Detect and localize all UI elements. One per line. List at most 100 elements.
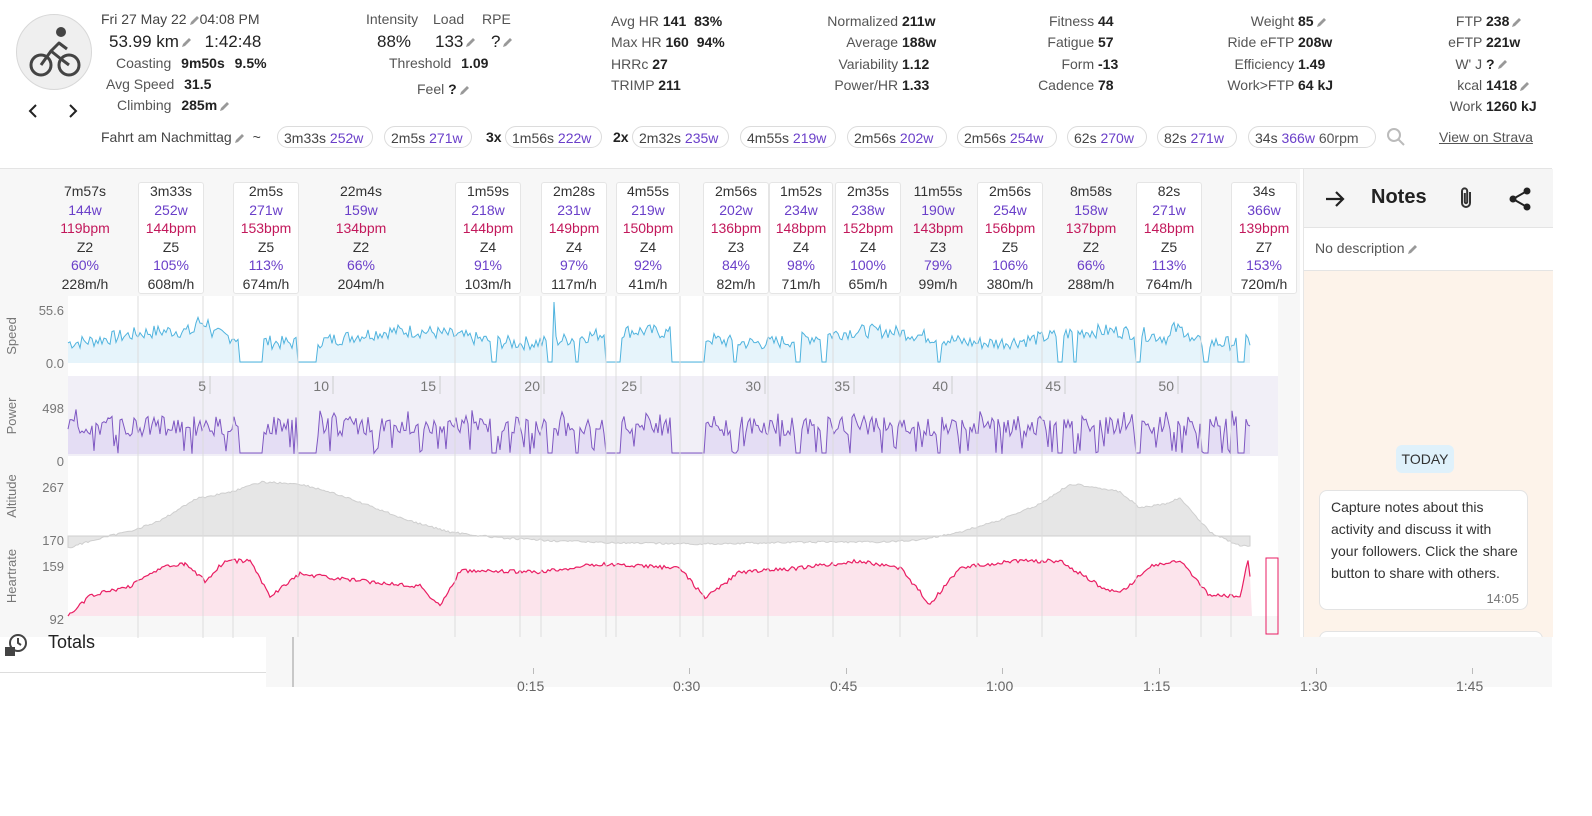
interval-ftp-pct: 97% [559, 257, 589, 274]
fitness-stat-row: Cadence 78 [1000, 75, 1130, 96]
interval-column[interactable]: 34s 366w 139bpm Z7 153% 720m/h [1231, 182, 1297, 294]
distance-value: 53.99 km [109, 32, 179, 51]
interval-highlight [455, 182, 521, 294]
interval-column[interactable]: 1m52s 234w 148bpm Z4 98% 71m/h [769, 182, 833, 294]
heartrate-selection-marker [1265, 557, 1279, 635]
interval-column[interactable]: 3m33s 252w 144bpm Z5 105% 608m/h [138, 182, 204, 294]
effort-pill[interactable]: 2m5s 271w [384, 126, 472, 148]
chat-message: Capture notes about this activity and di… [1319, 490, 1528, 610]
description-row[interactable]: No description [1304, 228, 1553, 271]
interval-column[interactable]: 7m57s 144w 119bpm Z2 60% 228m/h [53, 182, 117, 294]
fitness-stat-row: Fitness 44 [1000, 11, 1130, 32]
interval-column[interactable]: 82s 271w 148bpm Z5 113% 764m/h [1136, 182, 1202, 294]
effort-watts: 254w [1009, 130, 1044, 146]
time-tick-mark [533, 668, 534, 674]
effort-pill[interactable]: 2m56s 202w [847, 126, 947, 148]
altitude-max-label: 267 [42, 480, 64, 495]
interval-column[interactable]: 11m55s 190w 143bpm Z3 79% 99m/h [902, 182, 974, 294]
effort-pill[interactable]: 4m55s 219w [740, 126, 836, 148]
power-stat-value: 188w [902, 34, 937, 51]
interval-column[interactable]: 2m56s 254w 156bpm Z5 106% 380m/h [977, 182, 1043, 294]
interval-heartrate: 139bpm [1238, 220, 1290, 237]
interval-column[interactable]: 2m5s 271w 153bpm Z5 113% 674m/h [233, 182, 299, 294]
speed-area [68, 302, 1250, 363]
interval-ftp-pct: 153% [1246, 257, 1282, 274]
power-line [67, 409, 1251, 455]
load-value[interactable]: 133 [435, 32, 476, 52]
edit-pencil-icon[interactable] [459, 85, 470, 96]
totals-row[interactable]: Totals [0, 632, 266, 673]
interval-watts: 190w [921, 201, 955, 218]
effort-watts: 252w [329, 130, 364, 146]
ftp-stat-label: FTP [1455, 13, 1483, 29]
weight-stat-value: 85 [1298, 13, 1314, 29]
fitness-stat-value: 78 [1098, 76, 1114, 93]
coasting-row: Coasting 9m50s 9.5% [116, 55, 267, 71]
edit-pencil-icon[interactable] [219, 101, 230, 112]
chevron-left-icon [28, 104, 37, 118]
interval-column[interactable]: 8m58s 158w 137bpm Z2 66% 288m/h [1056, 182, 1126, 294]
timeline-divider [292, 637, 294, 687]
edit-pencil-icon[interactable] [1407, 244, 1418, 255]
previous-activity-button[interactable] [24, 102, 42, 120]
interval-column[interactable]: 2m28s 231w 149bpm Z4 97% 117m/h [541, 182, 607, 294]
view-on-strava-link[interactable]: View on Strava [1439, 129, 1533, 145]
next-activity-button[interactable] [64, 102, 82, 120]
edit-pencil-icon[interactable] [1511, 17, 1522, 28]
edit-pencil-icon[interactable] [234, 133, 245, 144]
power-stat-value: 1.33 [902, 76, 930, 93]
interval-duration: 4m55s [626, 183, 670, 199]
interval-column[interactable]: 2m56s 202w 136bpm Z3 84% 82m/h [703, 182, 769, 294]
activity-date: Fri 27 May 22 04:08 PM [101, 11, 260, 27]
interval-watts: 219w [631, 201, 665, 218]
stream-charts[interactable]: Speed Power Altitude Heartrate 55.6 0.0 … [0, 296, 1300, 638]
hr-stat-label: Max HR [611, 34, 662, 51]
interval-duration: 1m52s [779, 183, 823, 199]
effort-pill[interactable]: 1m56s 222w [505, 126, 602, 148]
interval-watts: 202w [719, 201, 753, 218]
edit-pencil-icon[interactable] [181, 37, 192, 48]
effort-pill[interactable]: 2m32s 235w [632, 126, 729, 148]
effort-pill[interactable]: 2m56s 254w [957, 126, 1057, 148]
edit-pencil-icon[interactable] [1497, 59, 1508, 70]
interval-zone: Z5 [257, 238, 275, 255]
power-stat-row: Power/HR 1.33 [760, 75, 950, 96]
interval-column[interactable]: 4m55s 219w 150bpm Z4 92% 41m/h [616, 182, 680, 294]
interval-watts: 271w [1152, 201, 1186, 218]
effort-cadence: 60rpm [1318, 130, 1359, 146]
collapse-notes-button[interactable] [1323, 187, 1347, 214]
weight-stat-label: Weight [1250, 13, 1295, 29]
edit-pencil-icon[interactable] [189, 15, 200, 26]
attach-file-button[interactable] [1455, 185, 1477, 214]
distance-tick-label: 5 [198, 378, 206, 394]
effort-pill[interactable]: 34s 366w 60rpm [1248, 126, 1376, 148]
interval-ftp-pct: 91% [473, 257, 503, 274]
edit-pencil-icon[interactable] [465, 37, 476, 48]
notes-header: Notes [1304, 169, 1553, 228]
weight-stat-value: 208w [1298, 34, 1333, 51]
interval-highlight [616, 182, 680, 294]
activity-name[interactable]: Fahrt am Nachmittag ~ [101, 126, 261, 148]
interval-column[interactable]: 2m35s 238w 152bpm Z4 100% 65m/h [835, 182, 901, 294]
feel-row[interactable]: Feel ? [417, 81, 470, 97]
effort-pill[interactable]: 3m33s 252w [277, 126, 373, 148]
interval-column[interactable]: 1m59s 218w 144bpm Z4 91% 103m/h [455, 182, 521, 294]
share-button[interactable] [1507, 186, 1533, 215]
effort-pill[interactable]: 82s 271w [1157, 126, 1237, 148]
interval-zone: Z5 [1001, 238, 1019, 255]
edit-pencil-icon[interactable] [502, 37, 513, 48]
interval-ftp-pct: 66% [346, 257, 376, 274]
interval-heartrate: 148bpm [1143, 220, 1195, 237]
time-tick-mark [1159, 668, 1160, 674]
search-efforts-button[interactable] [1386, 127, 1406, 147]
effort-watts: 222w [557, 130, 592, 146]
rpe-value[interactable]: ? [491, 32, 513, 52]
load-number: 133 [435, 32, 464, 51]
time-tick-mark [1002, 668, 1003, 674]
interval-column[interactable]: 22m4s 159w 134bpm Z2 66% 204m/h [326, 182, 396, 294]
effort-pill[interactable]: 62s 270w [1067, 126, 1147, 148]
ftp-stat-value: 221w [1486, 34, 1521, 51]
fitness-stats: Fitness 44 Fatigue 57 Form -13 Cadence 7… [1000, 11, 1130, 96]
edit-pencil-icon[interactable] [1316, 17, 1327, 28]
edit-pencil-icon[interactable] [1519, 81, 1530, 92]
